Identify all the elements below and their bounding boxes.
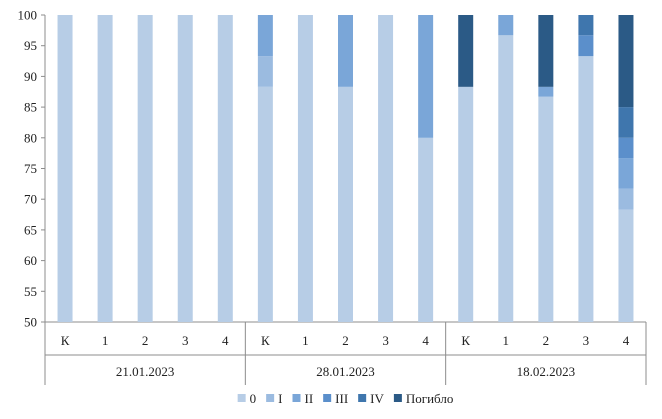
x-category-label: 2 <box>142 333 149 348</box>
chart-bars <box>57 15 634 323</box>
x-group-label: 18.02.2023 <box>517 364 576 379</box>
y-tick-label: 55 <box>24 284 37 299</box>
bar-segment <box>297 15 313 322</box>
bar-segment <box>338 15 353 87</box>
legend-swatch <box>323 394 332 402</box>
bar-segment <box>177 15 193 322</box>
x-category-label: 1 <box>302 333 309 348</box>
bar-segment <box>578 35 594 57</box>
legend-label: II <box>304 391 313 406</box>
bar-segment <box>458 15 474 87</box>
x-category-label: 2 <box>543 333 550 348</box>
bar-segment <box>97 15 113 322</box>
x-category-label: К <box>461 333 470 348</box>
y-tick-label: 85 <box>24 100 37 115</box>
bar-segment <box>378 15 394 322</box>
legend-swatch <box>237 394 246 402</box>
bar-segment <box>618 158 634 189</box>
bar-segment <box>538 96 554 322</box>
bar-segment <box>257 15 273 57</box>
legend-swatch <box>393 394 402 402</box>
x-category-label: К <box>61 333 70 348</box>
y-tick-label: 100 <box>18 8 38 23</box>
x-category-label: 2 <box>342 333 349 348</box>
x-category-label: 1 <box>503 333 510 348</box>
bar-segment <box>137 15 153 322</box>
x-group-label: 21.01.2023 <box>116 364 175 379</box>
legend-label: III <box>335 391 348 406</box>
y-tick-label: 95 <box>24 38 37 53</box>
x-category-label: 4 <box>623 333 630 348</box>
y-tick-label: 80 <box>24 130 37 145</box>
x-category-label: 3 <box>382 333 389 348</box>
bar-segment <box>538 15 554 87</box>
bar-segment <box>618 209 634 322</box>
x-category-label: 3 <box>182 333 189 348</box>
bar-segment <box>578 15 594 36</box>
bar-segment <box>618 15 634 108</box>
bar-segment <box>217 15 233 322</box>
y-tick-label: 65 <box>24 222 37 237</box>
bar-segment <box>498 15 514 36</box>
x-category-label: 3 <box>583 333 590 348</box>
chart-x-labels: К 1 2 3 4 21.01.2023 К 1 2 3 4 28.01.2023 К 1 2 3 4 18.02… <box>61 333 630 379</box>
bar-segment <box>418 15 434 138</box>
legend-swatch <box>266 394 275 402</box>
legend-swatch <box>358 394 367 402</box>
bar-segment <box>257 56 273 87</box>
x-category-label: К <box>261 333 270 348</box>
legend-swatch <box>292 394 301 402</box>
bar-segment <box>418 137 434 322</box>
bar-segment <box>538 86 554 97</box>
bar-segment <box>57 15 73 322</box>
chart-legend: 0 I II III IV Погибло <box>237 391 453 406</box>
bar-segment <box>338 86 353 322</box>
x-category-label: 4 <box>222 333 229 348</box>
bar-segment <box>578 56 594 322</box>
bar-segment <box>618 137 634 159</box>
bar-segment <box>498 35 514 323</box>
legend-label: IV <box>370 391 384 406</box>
legend-label: Погибло <box>406 391 453 406</box>
x-category-label: 1 <box>102 333 109 348</box>
y-tick-label: 75 <box>24 161 37 176</box>
legend-label: 0 <box>250 391 257 406</box>
bar-segment <box>618 188 634 210</box>
y-tick-label: 50 <box>24 315 37 330</box>
x-category-label: 4 <box>422 333 429 348</box>
y-tick-label: 70 <box>24 192 37 207</box>
x-group-label: 28.01.2023 <box>316 364 375 379</box>
bar-segment <box>257 86 273 322</box>
bar-segment <box>458 86 474 322</box>
y-tick-label: 60 <box>24 253 37 268</box>
y-tick-label: 90 <box>24 69 37 84</box>
bar-segment <box>618 107 634 138</box>
legend-label: I <box>278 391 282 406</box>
